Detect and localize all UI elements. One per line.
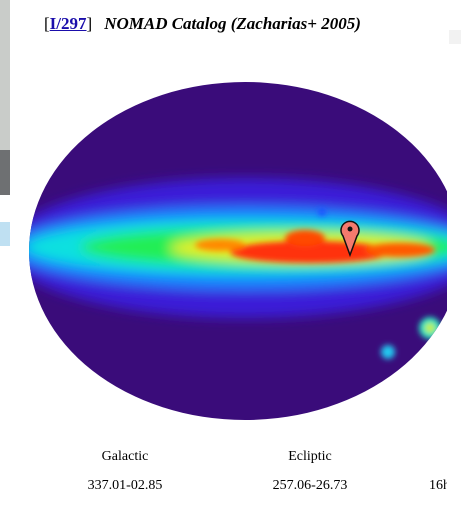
side-strip [0, 0, 10, 150]
density-map [29, 82, 461, 420]
coord-label: Galactic [101, 449, 149, 464]
scroll-area [449, 30, 461, 44]
coord-value: 16h [429, 478, 447, 493]
bracket: [ [44, 14, 50, 33]
location-pin-dot [347, 226, 353, 232]
coord-value: 337.01-02.85 [87, 478, 163, 493]
side-strip [0, 222, 10, 246]
coord-label: Ecliptic [288, 449, 332, 464]
catalog-title: NOMAD Catalog (Zacharias+ 2005) [104, 14, 361, 33]
coord-value: 257.06-26.73 [272, 478, 348, 493]
bracket: ] [86, 14, 93, 33]
header: [I/297] NOMAD Catalog (Zacharias+ 2005) [44, 14, 361, 34]
location-pin[interactable] [340, 220, 360, 258]
side-strip [0, 150, 10, 195]
catalog-link[interactable]: I/297 [49, 14, 87, 33]
scroll-area [447, 0, 461, 505]
